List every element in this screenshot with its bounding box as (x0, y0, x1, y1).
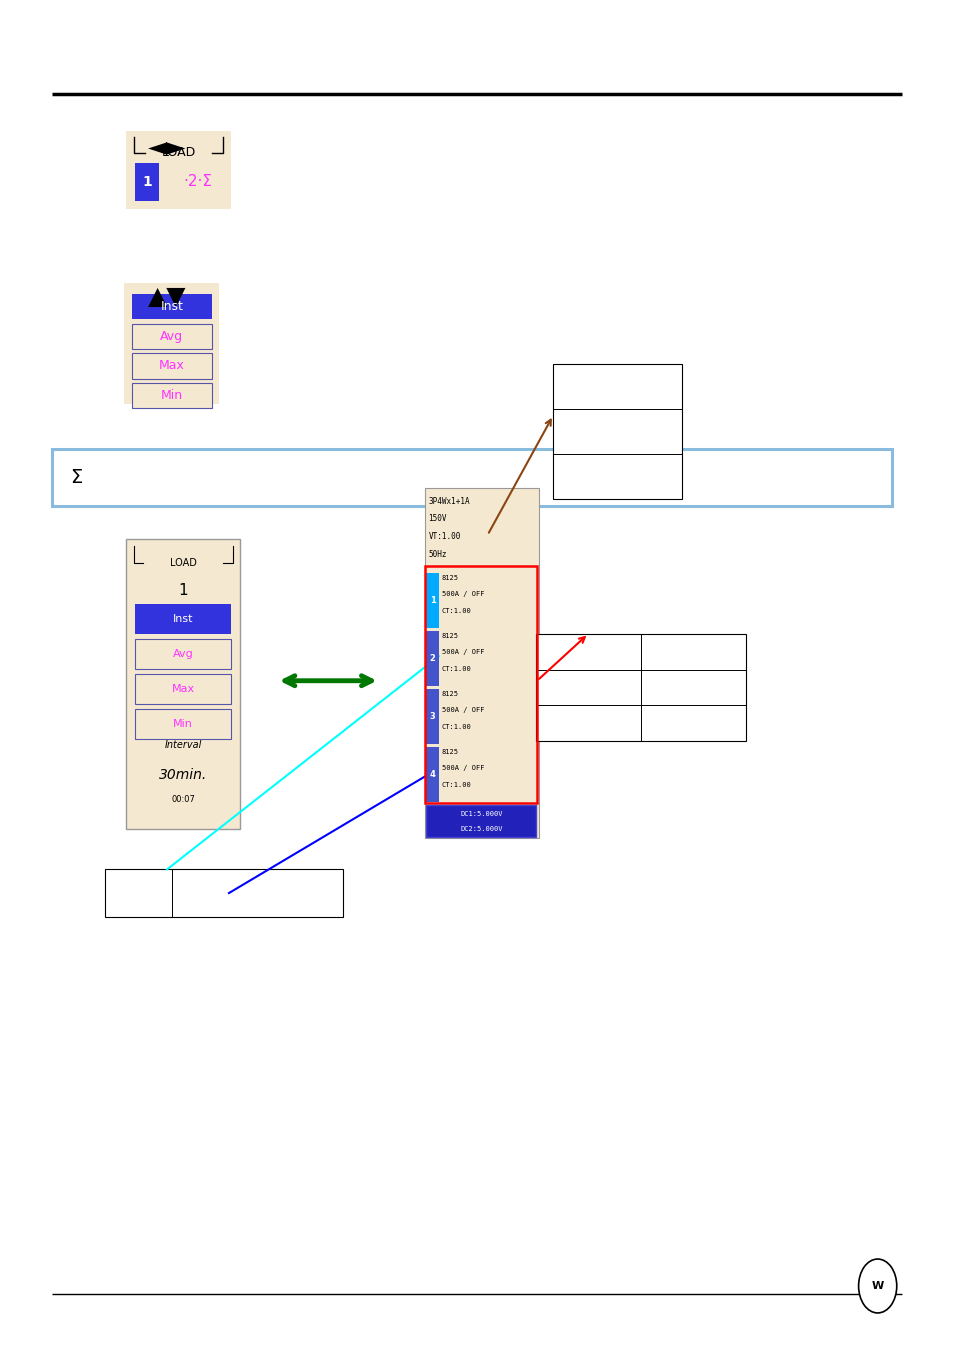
Text: 8125: 8125 (441, 576, 458, 581)
FancyBboxPatch shape (138, 558, 176, 569)
Text: W: W (871, 1281, 882, 1291)
Text: Avg: Avg (160, 330, 183, 342)
Text: Inst: Inst (172, 613, 193, 624)
FancyBboxPatch shape (426, 573, 438, 628)
Text: 3: 3 (429, 712, 436, 721)
FancyBboxPatch shape (132, 383, 212, 408)
Text: ▲▼: ▲▼ (148, 284, 186, 309)
Text: Inst: Inst (160, 301, 183, 313)
FancyBboxPatch shape (124, 283, 219, 404)
Text: 50Hz: 50Hz (428, 550, 446, 558)
Text: Σ: Σ (70, 468, 82, 487)
Text: 30min.: 30min. (159, 768, 207, 782)
Text: ·2·Σ: ·2·Σ (183, 174, 212, 190)
FancyBboxPatch shape (426, 805, 536, 837)
Text: Max: Max (158, 360, 185, 372)
FancyBboxPatch shape (135, 604, 231, 634)
Text: CT:1.00: CT:1.00 (441, 724, 471, 729)
Text: 00:07: 00:07 (171, 795, 195, 803)
Text: 1: 1 (142, 175, 152, 189)
Text: LOAD: LOAD (161, 146, 195, 159)
Text: 8125: 8125 (441, 692, 458, 697)
FancyBboxPatch shape (553, 364, 681, 499)
FancyBboxPatch shape (135, 709, 231, 739)
Circle shape (858, 1259, 896, 1313)
Text: 1: 1 (178, 582, 188, 599)
Text: 500A / OFF: 500A / OFF (441, 708, 484, 713)
FancyBboxPatch shape (536, 634, 745, 741)
Text: 8125: 8125 (441, 749, 458, 755)
Text: CT:1.00: CT:1.00 (441, 666, 471, 671)
FancyBboxPatch shape (135, 674, 231, 704)
Text: 500A / OFF: 500A / OFF (441, 592, 484, 597)
FancyBboxPatch shape (424, 488, 538, 838)
FancyBboxPatch shape (132, 294, 212, 319)
FancyBboxPatch shape (126, 539, 240, 829)
Text: CT:1.00: CT:1.00 (441, 782, 471, 787)
Text: 8125: 8125 (441, 634, 458, 639)
Text: 1: 1 (429, 596, 436, 605)
Text: DC1:5.000V: DC1:5.000V (460, 811, 502, 817)
FancyBboxPatch shape (132, 324, 212, 349)
Text: 2: 2 (429, 654, 436, 663)
FancyBboxPatch shape (138, 542, 176, 553)
Text: LOAD: LOAD (170, 558, 196, 569)
Text: 500A / OFF: 500A / OFF (441, 650, 484, 655)
FancyBboxPatch shape (105, 869, 343, 917)
Text: Min: Min (160, 390, 183, 402)
FancyBboxPatch shape (426, 747, 438, 802)
FancyBboxPatch shape (426, 689, 438, 744)
Text: Max: Max (172, 683, 194, 694)
Text: 150V: 150V (428, 515, 446, 523)
Text: Interval: Interval (164, 740, 202, 751)
FancyBboxPatch shape (52, 449, 891, 506)
FancyBboxPatch shape (132, 353, 212, 379)
Text: Min: Min (173, 718, 193, 729)
Text: DC2:5.000V: DC2:5.000V (460, 826, 502, 832)
FancyBboxPatch shape (426, 631, 438, 686)
Text: 500A / OFF: 500A / OFF (441, 766, 484, 771)
Text: CT:1.00: CT:1.00 (441, 608, 471, 613)
Text: Avg: Avg (172, 648, 193, 659)
Text: VT:1.00: VT:1.00 (428, 532, 460, 541)
FancyBboxPatch shape (135, 639, 231, 669)
Text: 3P4Wx1+1A: 3P4Wx1+1A (428, 497, 470, 506)
Text: ◄►: ◄► (148, 136, 186, 160)
FancyBboxPatch shape (135, 163, 159, 201)
Text: 4: 4 (429, 770, 436, 779)
FancyBboxPatch shape (126, 131, 231, 209)
